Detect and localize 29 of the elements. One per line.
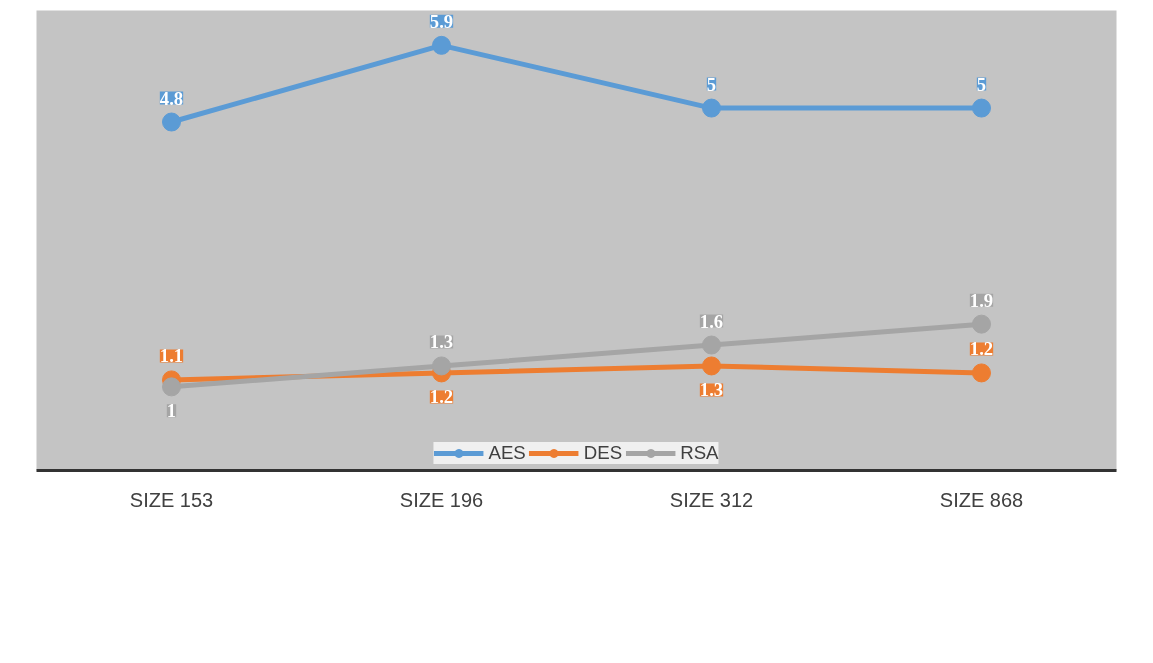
data-label: 4.8 xyxy=(159,87,184,109)
point xyxy=(972,98,991,118)
point xyxy=(432,356,451,376)
data-label: 1.2 xyxy=(969,338,994,360)
data-label: 5 xyxy=(976,73,987,95)
point xyxy=(702,356,721,376)
point xyxy=(972,314,991,334)
data-label: 1 xyxy=(166,400,177,422)
x-tick-label: SIZE 196 xyxy=(399,488,484,511)
data-label: 1.1 xyxy=(159,345,184,367)
data-label: 5 xyxy=(706,73,717,95)
x-tick-label: SIZE 868 xyxy=(939,488,1024,511)
data-label: 5.9 xyxy=(429,10,454,32)
point xyxy=(702,98,721,118)
data-label: 1.6 xyxy=(699,310,724,332)
point xyxy=(162,112,181,132)
x-tick-label: SIZE 312 xyxy=(669,488,754,511)
data-label: 1.2 xyxy=(429,386,454,408)
point xyxy=(702,335,721,355)
point xyxy=(432,35,451,55)
x-tick-label: SIZE 153 xyxy=(129,488,214,511)
data-label: 1.3 xyxy=(429,331,454,353)
data-label: 1.3 xyxy=(699,379,724,401)
point xyxy=(162,377,181,397)
data-label: 1.9 xyxy=(969,289,994,311)
legend-label: RSA xyxy=(680,442,719,464)
point xyxy=(972,363,991,383)
legend-label: DES xyxy=(583,442,623,464)
legend-label: AES xyxy=(488,442,526,464)
